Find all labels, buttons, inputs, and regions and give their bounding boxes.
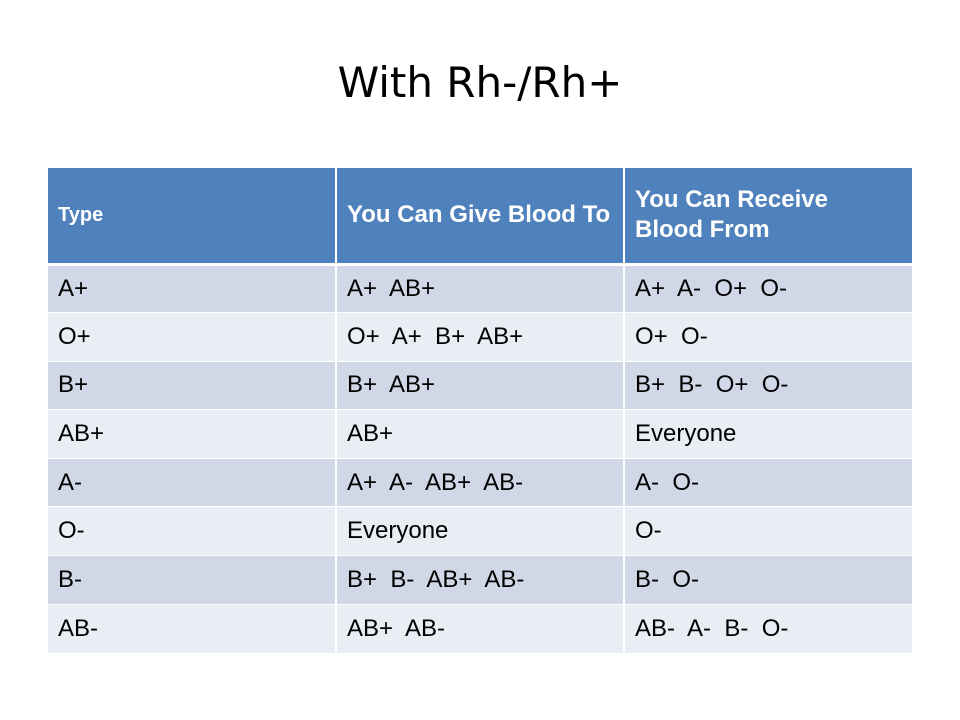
cell-type: A- xyxy=(48,457,337,507)
header-receive: You Can Receive Blood From xyxy=(624,168,912,266)
cell-type: A+ xyxy=(48,263,337,313)
header-type: Type xyxy=(48,168,337,266)
cell-give: B+ B- AB+ AB- xyxy=(336,555,625,605)
cell-give: A+ A- AB+ AB- xyxy=(336,457,625,507)
cell-give: O+ A+ B+ AB+ xyxy=(336,312,625,362)
cell-give: AB+ xyxy=(336,409,625,459)
cell-receive: Everyone xyxy=(624,409,912,459)
table-row: B+ B+ AB+ B+ B- O+ O- xyxy=(48,360,912,410)
table-row: AB+ AB+ Everyone xyxy=(48,409,912,459)
cell-give: Everyone xyxy=(336,506,625,556)
cell-receive: AB- A- B- O- xyxy=(624,603,912,653)
cell-type: B+ xyxy=(48,360,337,410)
cell-type: O+ xyxy=(48,312,337,362)
table-header: Type You Can Give Blood To You Can Recei… xyxy=(48,168,912,266)
table-body: A+ A+ AB+ A+ A- O+ O- O+ O+ A+ B+ AB+ O+… xyxy=(48,263,912,653)
cell-receive: B- O- xyxy=(624,555,912,605)
slide-title: With Rh-/Rh+ xyxy=(337,58,623,107)
cell-give: AB+ AB- xyxy=(336,603,625,653)
cell-type: AB- xyxy=(48,603,337,653)
cell-type: O- xyxy=(48,506,337,556)
cell-type: AB+ xyxy=(48,409,337,459)
cell-give: B+ AB+ xyxy=(336,360,625,410)
header-give: You Can Give Blood To xyxy=(336,168,625,266)
cell-receive: O- xyxy=(624,506,912,556)
cell-receive: A- O- xyxy=(624,457,912,507)
cell-receive: B+ B- O+ O- xyxy=(624,360,912,410)
table-row: A- A+ A- AB+ AB- A- O- xyxy=(48,457,912,507)
cell-receive: A+ A- O+ O- xyxy=(624,263,912,313)
header-row: Type You Can Give Blood To You Can Recei… xyxy=(48,168,912,266)
table-row: B- B+ B- AB+ AB- B- O- xyxy=(48,555,912,605)
table-row: O- Everyone O- xyxy=(48,506,912,556)
table-row: AB- AB+ AB- AB- A- B- O- xyxy=(48,603,912,653)
cell-type: B- xyxy=(48,555,337,605)
blood-compatibility-table: Type You Can Give Blood To You Can Recei… xyxy=(48,168,912,653)
cell-receive: O+ O- xyxy=(624,312,912,362)
table-row: O+ O+ A+ B+ AB+ O+ O- xyxy=(48,312,912,362)
cell-give: A+ AB+ xyxy=(336,263,625,313)
table-row: A+ A+ AB+ A+ A- O+ O- xyxy=(48,263,912,313)
